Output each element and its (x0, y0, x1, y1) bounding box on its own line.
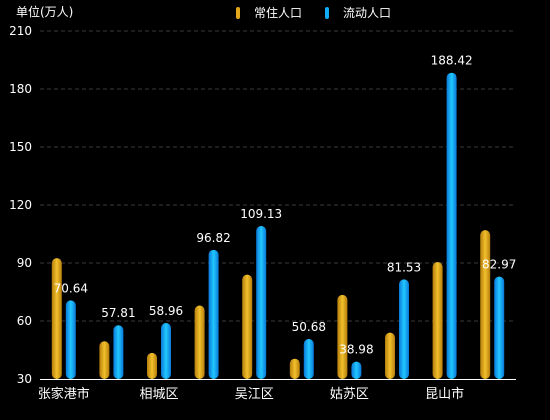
x-tick-label: 姑苏区 (330, 386, 369, 402)
x-tick-label: 昆山市 (425, 386, 464, 402)
bar-floating (399, 279, 409, 379)
x-tick-label: 吴江区 (235, 387, 274, 402)
y-tick-label: 60 (17, 314, 32, 328)
bar-resident (289, 358, 300, 379)
bar-resident (242, 274, 253, 379)
data-label-floating: 70.64 (54, 281, 88, 295)
bar-floating (161, 323, 171, 379)
bar-resident (432, 262, 443, 379)
bar-resident (480, 230, 491, 379)
legend-swatch-resident (236, 6, 240, 19)
y-tick-label: 90 (17, 256, 32, 270)
data-label-floating: 81.53 (387, 260, 421, 274)
data-label-floating: 188.42 (431, 54, 473, 68)
legend-label-floating: 流动人口 (343, 6, 392, 20)
bar-resident (194, 305, 205, 379)
data-label-floating: 82.97 (482, 258, 516, 272)
x-tick-label: 相城区 (139, 387, 178, 402)
legend-item-floating[interactable]: 流动人口 (325, 4, 391, 21)
bar-floating (351, 361, 362, 379)
bar-floating (208, 249, 219, 379)
y-axis-unit-label: 单位(万人) (16, 5, 74, 19)
bar-floating (113, 325, 124, 379)
data-label-floating: 58.96 (149, 304, 183, 318)
bar-floating (303, 339, 314, 379)
data-label-floating: 38.98 (339, 343, 373, 357)
data-label-floating: 96.82 (196, 231, 230, 245)
y-tick-label: 120 (9, 198, 32, 212)
bar-resident (337, 294, 348, 379)
legend-item-resident[interactable]: 常住人口 (236, 4, 302, 21)
bar-resident (385, 332, 395, 379)
x-tick-label: 张家港市 (38, 386, 90, 402)
y-tick-label: 210 (9, 24, 32, 38)
legend-swatch-floating (325, 6, 329, 19)
data-label-floating: 50.68 (292, 320, 326, 334)
y-tick-label: 150 (9, 140, 32, 154)
bar-resident (99, 341, 110, 379)
data-label-floating: 57.81 (101, 306, 135, 320)
data-label-floating: 109.13 (240, 207, 282, 221)
bar-resident (147, 352, 157, 379)
legend-label-resident: 常住人口 (254, 6, 303, 20)
bar-floating (446, 72, 457, 379)
y-tick-label: 180 (9, 82, 32, 96)
bar-floating (65, 300, 76, 379)
bar-floating (494, 276, 505, 379)
legend: 常住人口 流动人口 (0, 4, 550, 20)
y-tick-label: 30 (17, 372, 32, 386)
bar-floating (256, 226, 267, 379)
bar-resident (51, 258, 62, 379)
